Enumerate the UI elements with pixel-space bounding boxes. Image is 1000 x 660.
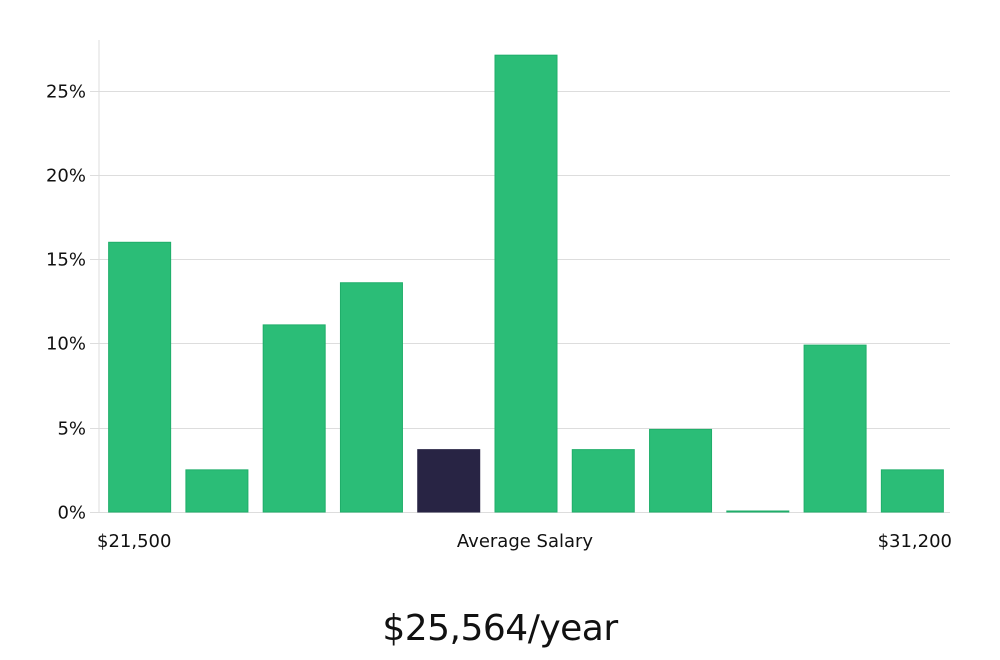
bar-1 [108, 241, 172, 513]
salary-histogram-chart: 0%5%10%15%20%25% $21,500 Average Salary … [46, 40, 952, 552]
y-tick-label-0: 0% [57, 503, 86, 524]
bar-layer [108, 54, 944, 513]
x-axis-max-label: $31,200 [878, 531, 952, 552]
x-axis-title: Average Salary [457, 531, 594, 552]
bar-11 [880, 469, 944, 513]
average-salary-value: $25,564/year [382, 608, 618, 649]
bar-2 [185, 469, 249, 513]
y-tick-label-20: 20% [46, 166, 86, 187]
y-tick-label-15: 15% [46, 250, 86, 271]
bar-4 [339, 282, 403, 513]
bar-10 [803, 344, 867, 513]
y-tick-label-5: 5% [57, 419, 86, 440]
bar-6 [494, 54, 558, 513]
bar-7 [571, 449, 635, 513]
bar-average-salary [417, 449, 481, 513]
y-axis-ticks: 0% 5% 10% 15% 20% 25% [46, 82, 86, 524]
bar-3 [262, 324, 326, 513]
y-tick-label-10: 10% [46, 334, 86, 355]
bar-9 [726, 510, 790, 513]
x-axis-min-label: $21,500 [97, 531, 171, 552]
bar-8 [649, 428, 713, 513]
y-tick-label-25: 25% [46, 82, 86, 103]
